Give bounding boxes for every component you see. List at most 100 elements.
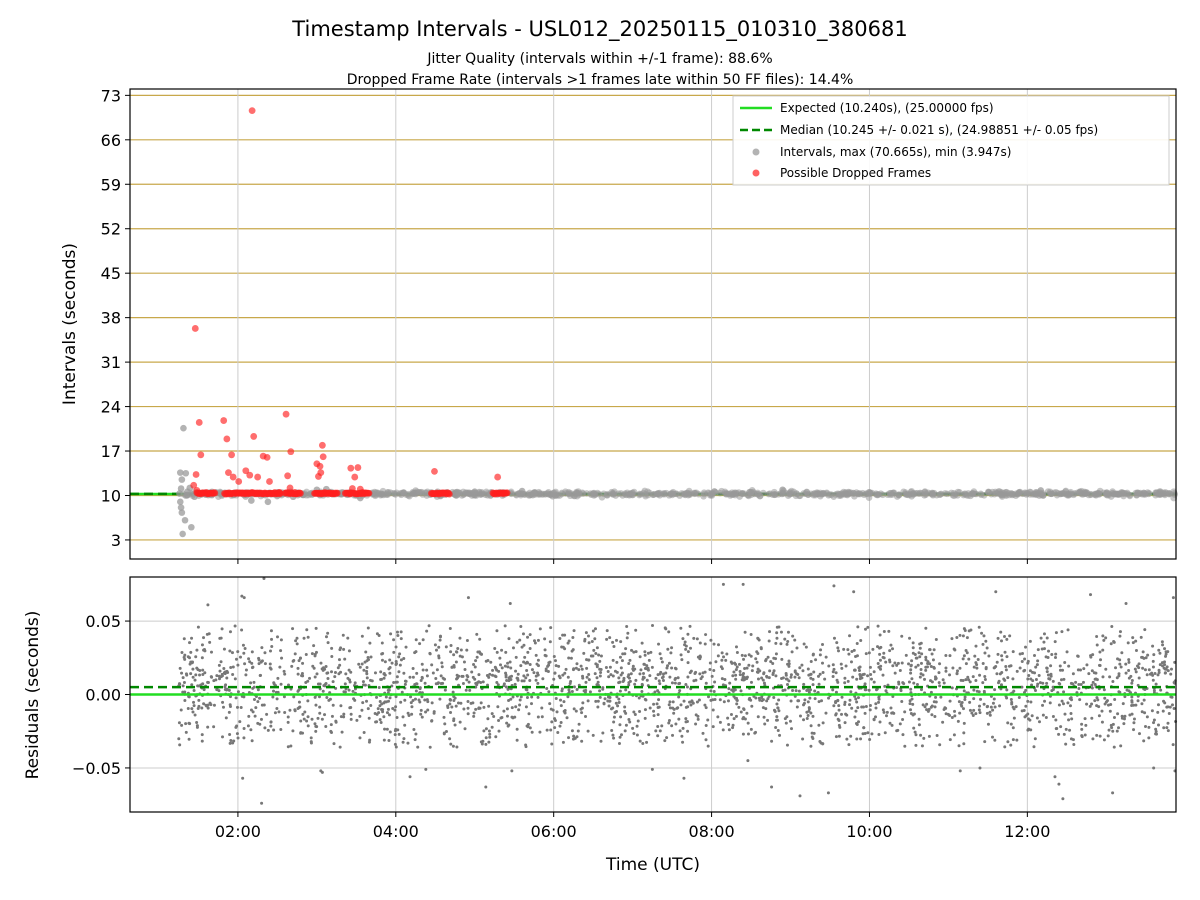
residual-point xyxy=(667,661,671,665)
residual-point xyxy=(768,630,772,634)
residual-point xyxy=(878,652,882,656)
residual-point xyxy=(1092,671,1096,675)
residual-point xyxy=(188,662,192,666)
residual-point xyxy=(787,659,791,663)
residual-point xyxy=(333,671,337,675)
residual-point xyxy=(221,705,225,709)
residual-point xyxy=(1135,664,1139,668)
residual-point xyxy=(286,715,290,719)
residual-point xyxy=(632,731,636,735)
residual-point xyxy=(1054,718,1058,722)
residual-point xyxy=(425,674,429,678)
residual-point xyxy=(419,712,423,716)
residual-point xyxy=(836,646,840,650)
residual-point xyxy=(243,662,247,666)
residual-point xyxy=(962,742,966,746)
residual-point xyxy=(241,776,245,780)
residual-point xyxy=(238,720,242,724)
residual-point xyxy=(624,711,628,715)
residual-point xyxy=(347,649,351,653)
residual-point xyxy=(182,637,186,641)
residual-point xyxy=(725,652,729,656)
residual-point xyxy=(777,698,781,702)
residual-point xyxy=(1097,714,1101,718)
residual-point xyxy=(251,665,255,669)
residual-point xyxy=(970,711,974,715)
residual-point xyxy=(196,625,200,629)
residual-point xyxy=(547,663,551,667)
residual-point xyxy=(187,721,191,725)
residual-point xyxy=(837,723,841,727)
residual-point xyxy=(326,671,330,675)
residual-point xyxy=(519,664,523,668)
residual-point xyxy=(972,665,976,669)
residual-point xyxy=(981,662,985,666)
residual-point xyxy=(650,665,654,669)
residual-point xyxy=(549,728,553,732)
residual-point xyxy=(364,650,368,654)
residual-point xyxy=(543,648,547,652)
residual-point xyxy=(806,688,810,692)
residual-point xyxy=(937,681,941,685)
residual-point xyxy=(209,650,213,654)
residual-point xyxy=(394,745,398,749)
residual-point xyxy=(769,660,773,664)
residual-point xyxy=(238,655,242,659)
residual-point xyxy=(1154,682,1158,686)
residual-point xyxy=(934,695,938,699)
residual-point xyxy=(484,659,488,663)
residual-point xyxy=(248,660,252,664)
residual-point xyxy=(916,663,920,667)
residual-point xyxy=(879,664,883,668)
intervals-y-tick-label: 17 xyxy=(101,442,121,461)
residual-point xyxy=(1057,732,1061,736)
intervals-x-ticks xyxy=(237,559,1028,564)
residual-point xyxy=(772,669,776,673)
residual-point xyxy=(289,744,293,748)
residual-point xyxy=(427,624,431,628)
intervals-y-tick-label: 45 xyxy=(101,264,121,283)
residual-point xyxy=(751,664,755,668)
residual-point xyxy=(466,706,470,710)
residual-point xyxy=(312,644,316,648)
residual-point xyxy=(1171,743,1175,747)
residual-point xyxy=(938,684,942,688)
interval-point xyxy=(541,490,549,498)
residual-point xyxy=(727,728,731,732)
residual-point xyxy=(1059,725,1063,729)
residual-point xyxy=(601,731,605,735)
residual-point xyxy=(917,723,921,727)
residual-point xyxy=(306,699,310,703)
residual-point xyxy=(895,729,899,733)
residual-point xyxy=(869,677,873,681)
residual-point xyxy=(381,710,385,714)
residual-point xyxy=(515,640,519,644)
residual-point xyxy=(349,712,353,716)
residual-point xyxy=(863,688,867,692)
residual-point xyxy=(1157,671,1161,675)
residual-point xyxy=(1005,688,1009,692)
residual-point xyxy=(1121,702,1125,706)
residual-point xyxy=(935,733,939,737)
residual-point xyxy=(507,699,511,703)
residual-point xyxy=(611,674,615,678)
residual-point xyxy=(594,699,598,703)
interval-point xyxy=(600,490,608,498)
residual-point xyxy=(244,673,248,677)
residual-point xyxy=(465,678,469,682)
residual-point xyxy=(1039,636,1043,640)
residual-point xyxy=(566,641,570,645)
residual-point xyxy=(652,714,656,718)
residual-point xyxy=(538,730,542,734)
residual-point xyxy=(619,666,623,670)
residual-point xyxy=(879,667,883,671)
dropped-frame-point xyxy=(333,489,341,497)
residual-point xyxy=(958,711,962,715)
residual-point xyxy=(794,689,798,693)
residual-point xyxy=(966,675,970,679)
residual-point xyxy=(396,633,400,637)
residual-point xyxy=(526,673,530,677)
residual-point xyxy=(998,704,1002,708)
interval-point xyxy=(608,490,616,498)
residual-point xyxy=(1077,682,1081,686)
